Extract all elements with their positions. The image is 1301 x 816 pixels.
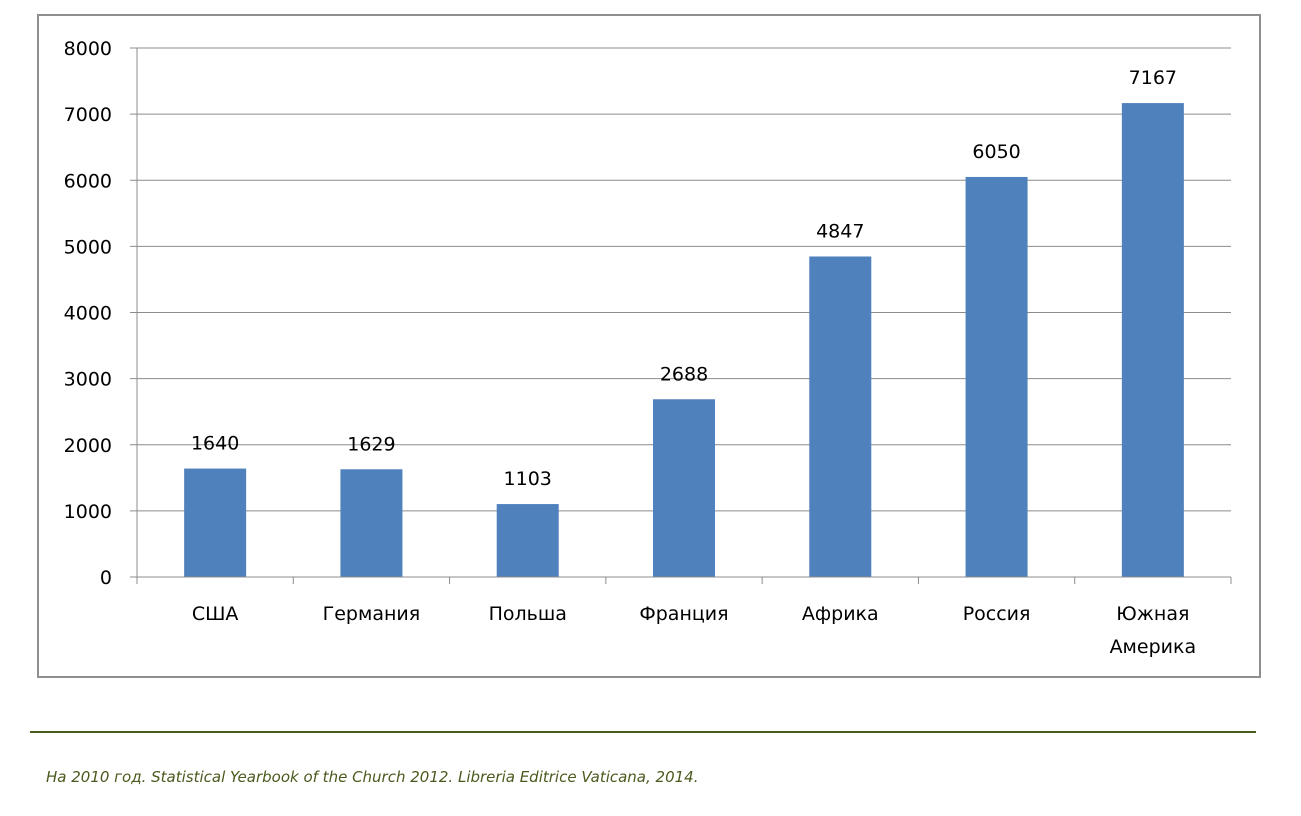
source-note: На 2010 год. Statistical Yearbook of the…: [46, 768, 699, 786]
chart-frame: [37, 14, 1261, 678]
source-divider: [30, 731, 1256, 733]
